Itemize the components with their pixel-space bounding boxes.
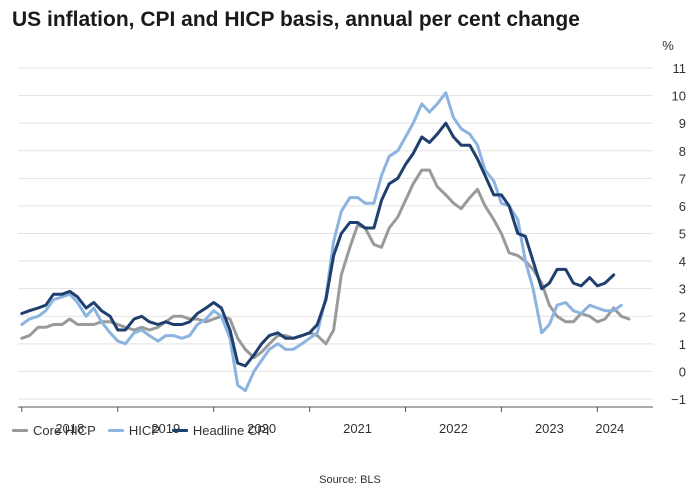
y-tick-label: 6 xyxy=(679,199,686,214)
source-note: Source: BLS xyxy=(319,474,381,486)
x-tick-label: 2023 xyxy=(535,421,564,436)
series-line-hicp xyxy=(20,91,623,393)
y-tick-label: 4 xyxy=(679,254,686,269)
y-tick-label: 10 xyxy=(672,89,686,104)
x-tick-label: 2018 xyxy=(55,421,84,436)
y-tick-label: 9 xyxy=(679,116,686,131)
y-tick-label: −1 xyxy=(671,392,686,407)
x-tick-label: 2022 xyxy=(439,421,468,436)
legend-label-hicp: HICP xyxy=(128,423,160,438)
series-line-core-hicp xyxy=(20,168,631,360)
y-tick-label: 8 xyxy=(679,144,686,159)
legend-item-headline-cpi: Headline CPI xyxy=(171,423,270,438)
x-tick-label: 2021 xyxy=(343,421,372,436)
legend: Core HICP HICP Headline CPI xyxy=(12,423,270,438)
chart-title: US inflation, CPI and HICP basis, annual… xyxy=(12,8,580,31)
y-tick-label: 0 xyxy=(679,364,686,379)
legend-label-core-hicp: Core HICP xyxy=(33,423,96,438)
series-line-headline-cpi xyxy=(20,121,616,368)
y-tick-label: 5 xyxy=(679,227,686,242)
y-tick-label: 1 xyxy=(679,337,686,352)
legend-item-core-hicp: Core HICP xyxy=(12,423,96,438)
y-tick-label: 2 xyxy=(679,309,686,324)
legend-item-hicp: HICP xyxy=(107,423,160,438)
legend-swatch-hicp xyxy=(107,429,124,432)
x-tick-label: 2024 xyxy=(595,421,624,436)
y-tick-label: 3 xyxy=(679,282,686,297)
y-axis-unit-label: % xyxy=(662,38,674,53)
x-tick-label: 2019 xyxy=(151,421,180,436)
legend-label-headline-cpi: Headline CPI xyxy=(192,423,270,438)
x-tick-label: 2020 xyxy=(247,421,276,436)
y-tick-label: 11 xyxy=(673,61,687,76)
legend-swatch-headline-cpi xyxy=(171,429,188,432)
y-tick-label: 7 xyxy=(679,171,686,186)
legend-swatch-core-hicp xyxy=(12,429,28,432)
